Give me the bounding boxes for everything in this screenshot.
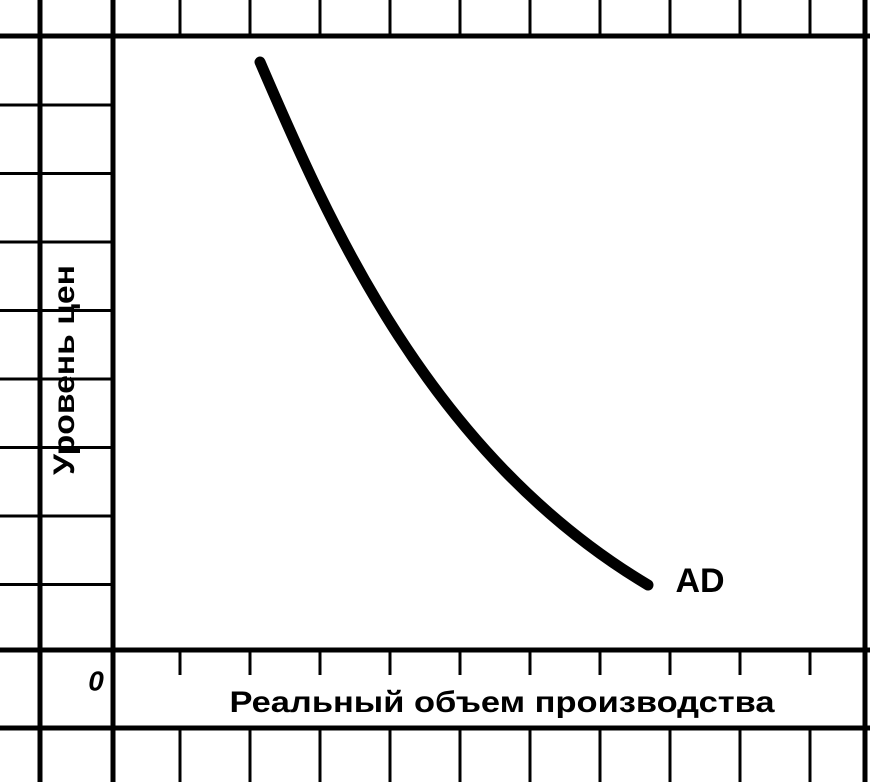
x-axis-label: Реальный объем производства (230, 686, 775, 719)
ticks (0, 0, 812, 782)
ad-curve (254, 56, 654, 591)
origin-label: 0 (88, 665, 104, 696)
curve-label: AD (675, 562, 724, 600)
y-axis-label: Уровень цен (48, 265, 81, 475)
